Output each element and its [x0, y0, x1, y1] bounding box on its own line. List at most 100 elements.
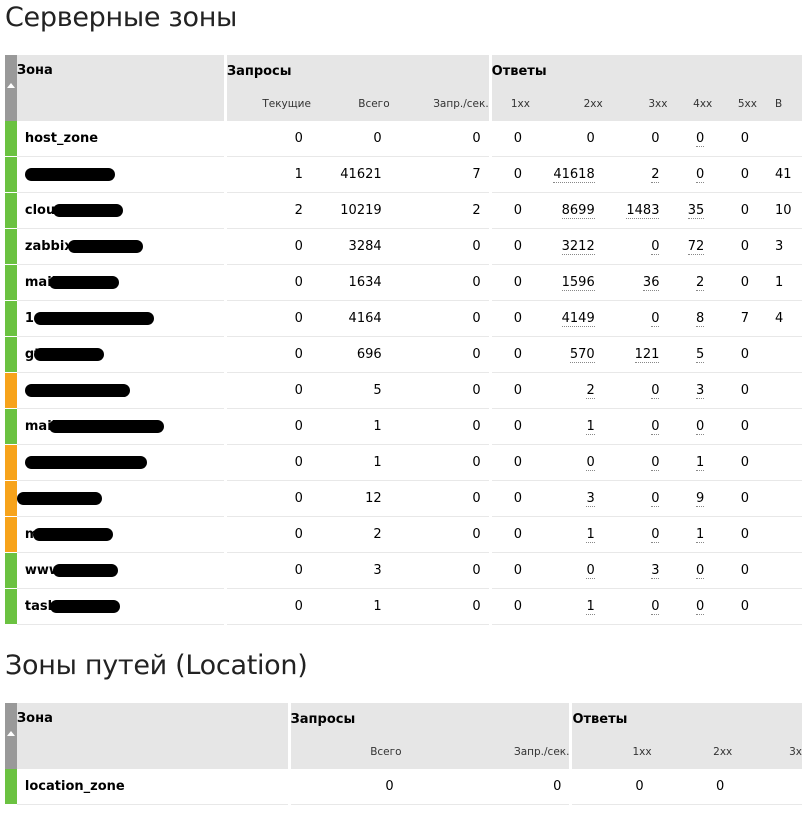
resp-4xx-cell-value: 5 [695, 347, 705, 363]
resp-4xx-cell[interactable]: 5 [667, 336, 713, 373]
resp-2xx-cell[interactable]: 1 [529, 408, 603, 445]
redaction-mark [24, 384, 130, 397]
resp-2xx-cell[interactable]: 3 [529, 480, 603, 517]
resp-3xx-cell[interactable]: 0 [602, 588, 668, 625]
zone-name-cell: task [16, 588, 227, 625]
resp-3xx-cell[interactable]: 0 [602, 372, 668, 409]
resp-4xx-cell[interactable]: 0 [667, 408, 713, 445]
total-cell-value: 696 [356, 347, 382, 362]
resp-3xx-cell[interactable]: 121 [602, 336, 668, 373]
zone-name: host_zone [24, 131, 99, 146]
resp-2xx-cell: 0 [529, 121, 603, 157]
col-rps-header[interactable]: Запр./сек. [401, 735, 573, 769]
redaction-mark [17, 492, 103, 505]
sort-toggle[interactable] [5, 703, 17, 769]
status-indicator [5, 480, 17, 517]
resp-2xx-cell[interactable]: 0 [529, 444, 603, 481]
resp-3xx-cell[interactable]: 1483 [602, 192, 668, 229]
col-responses-header: Ответы [570, 703, 802, 735]
resp-3xx-cell[interactable]: 0 [602, 300, 668, 337]
sort-toggle[interactable] [5, 55, 17, 121]
col-3xx-header[interactable]: 3x [732, 735, 802, 769]
resp-3xx-cell[interactable]: 0 [602, 408, 668, 445]
status-indicator [5, 192, 17, 229]
resp-4xx-cell[interactable]: 2 [667, 264, 713, 301]
current-cell-value: 0 [294, 419, 303, 434]
table-row: ma 0 2 0 0 1 0 1 0 [5, 516, 802, 553]
col-1xx-header[interactable]: 1xx [570, 735, 652, 769]
resp-4xx-cell[interactable]: 1 [667, 516, 713, 553]
resp-3xx-cell[interactable]: 0 [602, 516, 668, 553]
resp-1xx-cell-value: 0 [513, 527, 522, 542]
resp-total-cell: 3 [756, 228, 802, 265]
rps-cell-value: 0 [472, 491, 481, 506]
resp-4xx-cell[interactable]: 3 [667, 372, 713, 409]
col-2xx-header[interactable]: 2xx [651, 735, 733, 769]
resp-4xx-cell[interactable]: 1 [667, 444, 713, 481]
col-zone-header[interactable]: Зона [16, 703, 291, 769]
rps-cell-value: 0 [472, 527, 481, 542]
resp-4xx-cell[interactable]: 9 [667, 480, 713, 517]
resp-4xx-cell[interactable]: 0 [667, 156, 713, 193]
resp-4xx-cell-value: 72 [687, 239, 705, 255]
resp-2xx-cell[interactable]: 3212 [529, 228, 603, 265]
resp-4xx-cell-value: 0 [695, 599, 705, 615]
resp-4xx-cell[interactable]: 0 [667, 121, 713, 157]
resp-4xx-cell[interactable]: 8 [667, 300, 713, 337]
col-total-header[interactable]: Всего [310, 87, 390, 121]
resp-5xx-cell: 0 [712, 444, 757, 481]
resp-2xx-cell[interactable]: 1596 [529, 264, 603, 301]
resp-4xx-cell[interactable]: 35 [667, 192, 713, 229]
col-requests-header: Запросы [225, 55, 492, 87]
zone-name: location_zone [24, 779, 125, 794]
current-cell: 0 [225, 444, 311, 481]
table-row: mail. 0 1634 0 0 1596 36 2 0 1 [5, 264, 802, 301]
resp-1xx-cell: 0 [490, 192, 530, 229]
rps-cell: 0 [389, 444, 492, 481]
resp-2xx-cell[interactable]: 570 [529, 336, 603, 373]
col-current-header[interactable]: Текущие [225, 87, 311, 121]
col-zone-header[interactable]: Зона [16, 55, 227, 121]
resp-2xx-cell-value: 1596 [561, 275, 595, 291]
col-rps-header[interactable]: Запр./сек. [389, 87, 492, 121]
col-resp-total-header[interactable]: В [756, 87, 802, 121]
current-cell-value: 0 [294, 563, 303, 578]
resp-2xx-cell[interactable]: 4149 [529, 300, 603, 337]
resp-2xx-cell[interactable]: 41618 [529, 156, 603, 193]
resp-3xx-cell[interactable]: 36 [602, 264, 668, 301]
resp-3xx-cell-value: 2 [651, 167, 660, 183]
col-2xx-header[interactable]: 2xx [529, 87, 603, 121]
col-3xx-header[interactable]: 3xx [602, 87, 668, 121]
status-indicator [5, 769, 17, 805]
resp-1xx-cell: 0 [570, 769, 652, 805]
resp-3xx-cell: 0 [602, 121, 668, 157]
status-indicator [5, 121, 17, 157]
resp-4xx-cell[interactable]: 0 [667, 588, 713, 625]
resp-3xx-cell[interactable]: 0 [602, 480, 668, 517]
resp-2xx-cell[interactable]: 0 [529, 552, 603, 589]
col-1xx-header[interactable]: 1xx [490, 87, 530, 121]
redaction-mark [49, 276, 120, 289]
resp-2xx-cell[interactable]: 8699 [529, 192, 603, 229]
resp-3xx-cell[interactable]: 3 [602, 552, 668, 589]
col-5xx-header[interactable]: 5xx [712, 87, 757, 121]
resp-3xx-cell[interactable]: 0 [602, 444, 668, 481]
zone-name: www [24, 563, 61, 578]
col-4xx-header[interactable]: 4xx [667, 87, 713, 121]
resp-total-cell-value: 3 [774, 239, 784, 254]
resp-3xx-cell[interactable]: 0 [602, 228, 668, 265]
resp-1xx-cell-value: 0 [513, 347, 522, 362]
resp-3xx-cell-value: 0 [651, 599, 660, 615]
resp-total-cell-value: 10 [774, 203, 792, 218]
resp-1xx-cell: 0 [490, 372, 530, 409]
resp-2xx-cell[interactable]: 1 [529, 516, 603, 553]
col-total-header[interactable]: Всего [289, 735, 402, 769]
resp-4xx-cell[interactable]: 0 [667, 552, 713, 589]
resp-2xx-cell-value: 570 [569, 347, 595, 363]
resp-3xx-cell[interactable]: 2 [602, 156, 668, 193]
resp-4xx-cell[interactable]: 72 [667, 228, 713, 265]
zone-name-cell [16, 372, 227, 409]
total-cell-value: 1634 [348, 275, 382, 290]
resp-2xx-cell[interactable]: 1 [529, 588, 603, 625]
resp-2xx-cell[interactable]: 2 [529, 372, 603, 409]
